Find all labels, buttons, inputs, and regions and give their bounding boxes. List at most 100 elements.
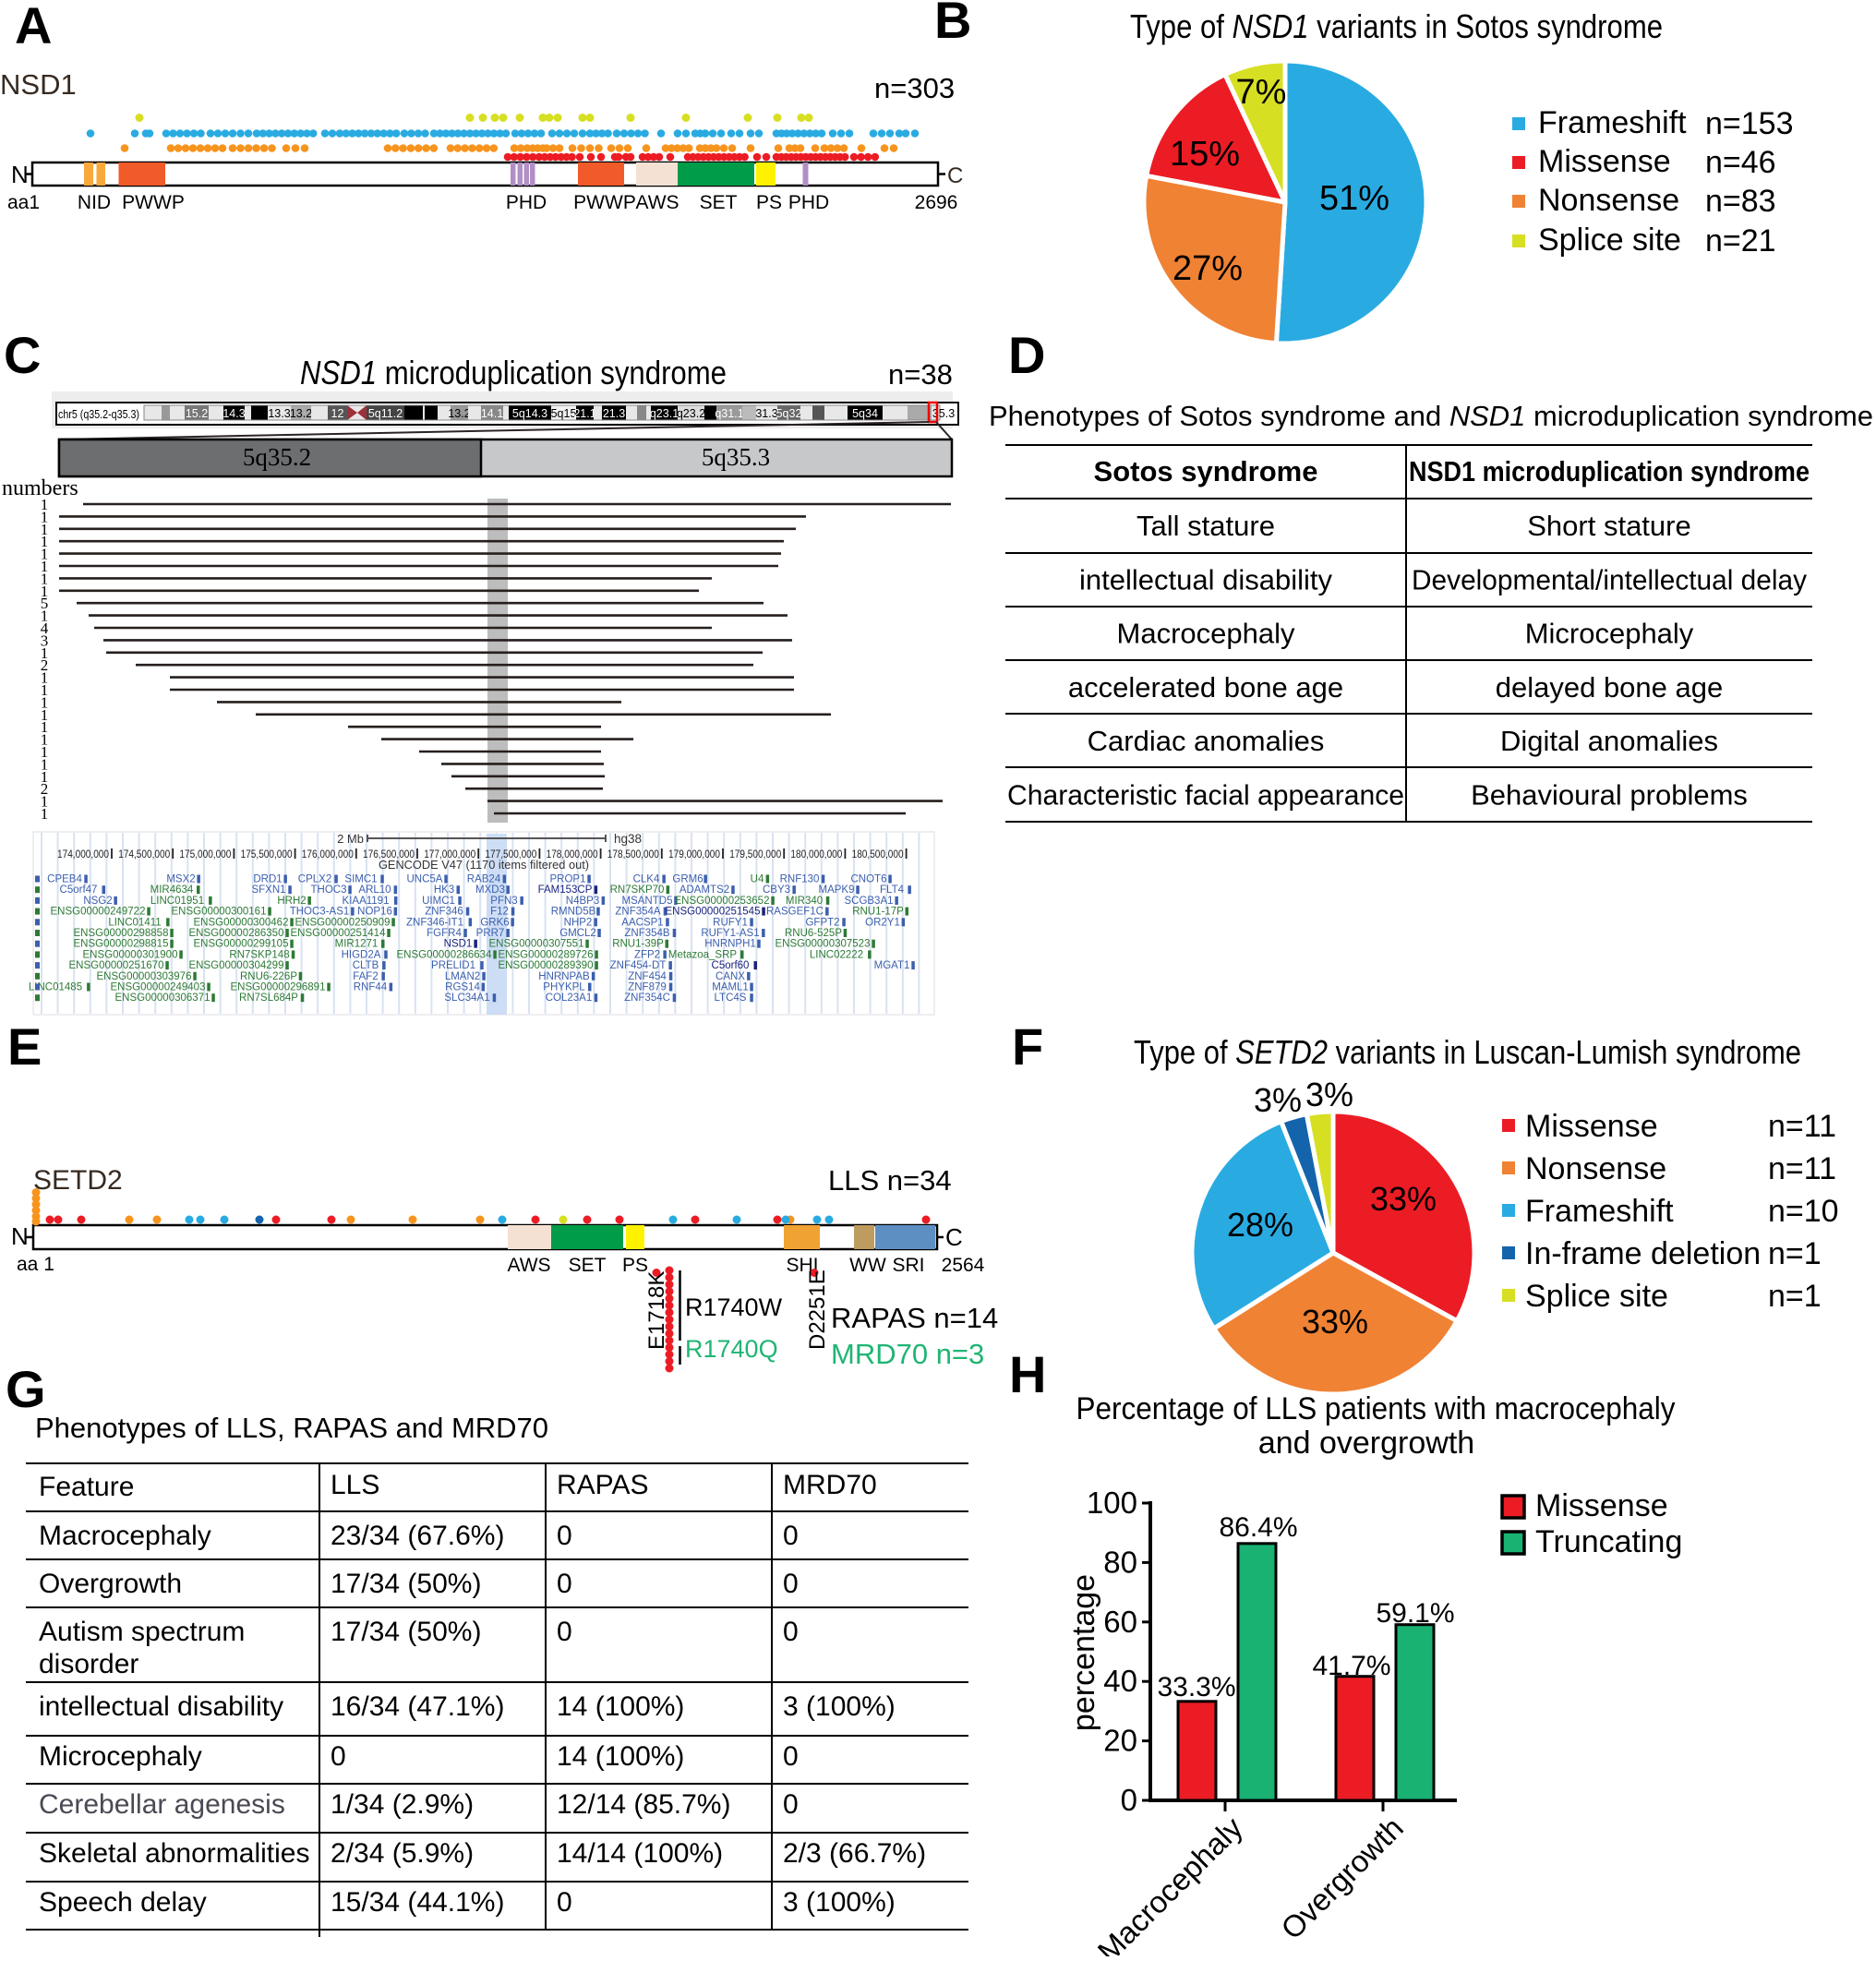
svg-text:SETD2: SETD2 xyxy=(33,1165,123,1196)
svg-text:3 (100%): 3 (100%) xyxy=(783,1691,896,1722)
svg-text:41.7%: 41.7% xyxy=(1312,1651,1390,1681)
svg-text:MAML1: MAML1 xyxy=(712,982,749,993)
svg-text:GENCODE V47 (1170 items filter: GENCODE V47 (1170 items filtered out) xyxy=(379,858,589,872)
svg-text:ENSG00000251670: ENSG00000251670 xyxy=(69,960,164,971)
svg-text:n=11: n=11 xyxy=(1768,1151,1836,1186)
svg-text:0: 0 xyxy=(557,1887,572,1918)
svg-text:FAM153CP: FAM153CP xyxy=(538,884,593,896)
svg-text:C: C xyxy=(4,326,41,384)
svg-text:Skeletal abnormalities: Skeletal abnormalities xyxy=(39,1838,309,1869)
svg-text:GMCL2: GMCL2 xyxy=(559,928,596,939)
svg-text:FAF2: FAF2 xyxy=(353,971,378,982)
svg-text:HRH2: HRH2 xyxy=(277,896,306,907)
svg-text:RMND5B: RMND5B xyxy=(551,907,596,918)
svg-text:180,500,000: 180,500,000 xyxy=(852,848,904,860)
svg-text:C: C xyxy=(945,1223,963,1251)
svg-text:ZNF454: ZNF454 xyxy=(628,971,667,982)
svg-text:A: A xyxy=(15,0,52,54)
svg-text:31.3: 31.3 xyxy=(755,407,777,420)
svg-text:35.3: 35.3 xyxy=(932,407,955,420)
svg-text:ENSG00000303976: ENSG00000303976 xyxy=(97,971,192,982)
svg-text:aa1: aa1 xyxy=(7,192,40,213)
svg-text:0: 0 xyxy=(1121,1783,1137,1817)
svg-text:5q15: 5q15 xyxy=(551,407,577,420)
svg-text:CBY3: CBY3 xyxy=(763,884,790,896)
svg-text:Missense: Missense xyxy=(1525,1109,1658,1144)
svg-text:1: 1 xyxy=(41,755,49,773)
svg-text:1: 1 xyxy=(41,496,49,513)
svg-text:chr5 (q35.2-q35.3): chr5 (q35.2-q35.3) xyxy=(58,408,139,421)
svg-text:ENSG00000296891: ENSG00000296891 xyxy=(231,982,326,993)
svg-text:NID: NID xyxy=(78,192,111,213)
svg-text:Microcephaly: Microcephaly xyxy=(1525,618,1694,650)
svg-text:Sotos syndrome: Sotos syndrome xyxy=(1094,455,1318,487)
svg-text:1: 1 xyxy=(41,508,49,525)
svg-text:176,500,000: 176,500,000 xyxy=(363,848,415,860)
svg-text:13.3: 13.3 xyxy=(268,407,290,420)
svg-text:17/34 (50%): 17/34 (50%) xyxy=(331,1617,481,1647)
svg-text:174,500,000: 174,500,000 xyxy=(118,848,170,860)
svg-text:PHYKPL: PHYKPL xyxy=(543,982,585,993)
svg-text:aa 1: aa 1 xyxy=(17,1254,54,1275)
svg-text:MSX2: MSX2 xyxy=(166,874,195,885)
svg-text:12/14 (85.7%): 12/14 (85.7%) xyxy=(557,1789,730,1820)
svg-text:THOC3-AS1: THOC3-AS1 xyxy=(290,907,350,918)
svg-text:1: 1 xyxy=(41,644,49,662)
svg-text:27%: 27% xyxy=(1172,249,1243,288)
svg-text:PWWP: PWWP xyxy=(573,192,636,213)
svg-text:1: 1 xyxy=(41,669,49,687)
svg-text:SHI: SHI xyxy=(786,1255,818,1276)
svg-text:ENSG00000300462: ENSG00000300462 xyxy=(194,917,289,928)
svg-text:ENSG00000253652: ENSG00000253652 xyxy=(675,896,770,907)
svg-text:CPEB4: CPEB4 xyxy=(47,874,82,885)
svg-text:Feature: Feature xyxy=(39,1472,134,1502)
svg-text:NSD1 microduplication syndrome: NSD1 microduplication syndrome xyxy=(1409,455,1810,487)
svg-text:SIMC1: SIMC1 xyxy=(344,874,377,885)
svg-text:PROP1: PROP1 xyxy=(550,874,586,885)
svg-text:E: E xyxy=(7,1017,42,1076)
svg-text:0: 0 xyxy=(331,1741,346,1772)
svg-text:5q32: 5q32 xyxy=(776,407,802,420)
svg-text:ZNF346-IT1: ZNF346-IT1 xyxy=(406,917,463,928)
svg-text:2: 2 xyxy=(41,780,49,798)
svg-text:Short stature: Short stature xyxy=(1527,510,1690,542)
svg-text:ENSG00000299105: ENSG00000299105 xyxy=(194,939,289,950)
svg-text:7%: 7% xyxy=(1236,73,1287,112)
svg-text:RAB24: RAB24 xyxy=(467,874,501,885)
svg-text:2: 2 xyxy=(41,656,49,674)
svg-text:0: 0 xyxy=(783,1617,799,1647)
svg-text:180,000,000: 180,000,000 xyxy=(790,848,842,860)
svg-text:LLS: LLS xyxy=(331,1470,379,1500)
svg-text:ENSG00000298858: ENSG00000298858 xyxy=(74,928,169,939)
svg-text:numbers: numbers xyxy=(2,476,78,500)
svg-text:UIMC1: UIMC1 xyxy=(422,896,455,907)
svg-text:AWS: AWS xyxy=(635,192,679,213)
svg-text:Nonsense: Nonsense xyxy=(1525,1151,1666,1186)
svg-text:RNU1-39P: RNU1-39P xyxy=(612,939,664,950)
svg-text:F12: F12 xyxy=(490,907,509,918)
svg-text:Metazoa_SRP: Metazoa_SRP xyxy=(668,949,737,960)
svg-text:COL23A1: COL23A1 xyxy=(546,993,593,1004)
svg-text:ENSG00000251414: ENSG00000251414 xyxy=(291,928,387,939)
svg-text:21.1: 21.1 xyxy=(573,407,595,420)
svg-text:178,500,000: 178,500,000 xyxy=(607,848,659,860)
svg-text:0: 0 xyxy=(783,1789,799,1820)
svg-text:15.2: 15.2 xyxy=(186,407,208,420)
svg-text:n=153: n=153 xyxy=(1705,106,1794,141)
svg-text:CPLX2: CPLX2 xyxy=(298,874,331,885)
svg-text:SRI: SRI xyxy=(892,1255,924,1276)
svg-text:OR2Y1: OR2Y1 xyxy=(865,917,900,928)
svg-text:ENSG00000300161: ENSG00000300161 xyxy=(172,907,267,918)
svg-text:0: 0 xyxy=(557,1569,572,1599)
svg-text:Overgrowth: Overgrowth xyxy=(1274,1811,1410,1946)
svg-text:Tall stature: Tall stature xyxy=(1136,510,1275,542)
svg-text:Truncating: Truncating xyxy=(1535,1524,1682,1559)
svg-text:H: H xyxy=(1009,1345,1046,1403)
svg-text:1: 1 xyxy=(41,558,49,575)
svg-text:4: 4 xyxy=(41,620,49,637)
svg-text:5q35.3: 5q35.3 xyxy=(702,443,770,471)
svg-text:U4: U4 xyxy=(751,874,764,885)
svg-text:ARL10: ARL10 xyxy=(358,884,391,896)
svg-text:LINC01411: LINC01411 xyxy=(108,917,161,928)
svg-text:HIGD2A: HIGD2A xyxy=(342,949,381,960)
